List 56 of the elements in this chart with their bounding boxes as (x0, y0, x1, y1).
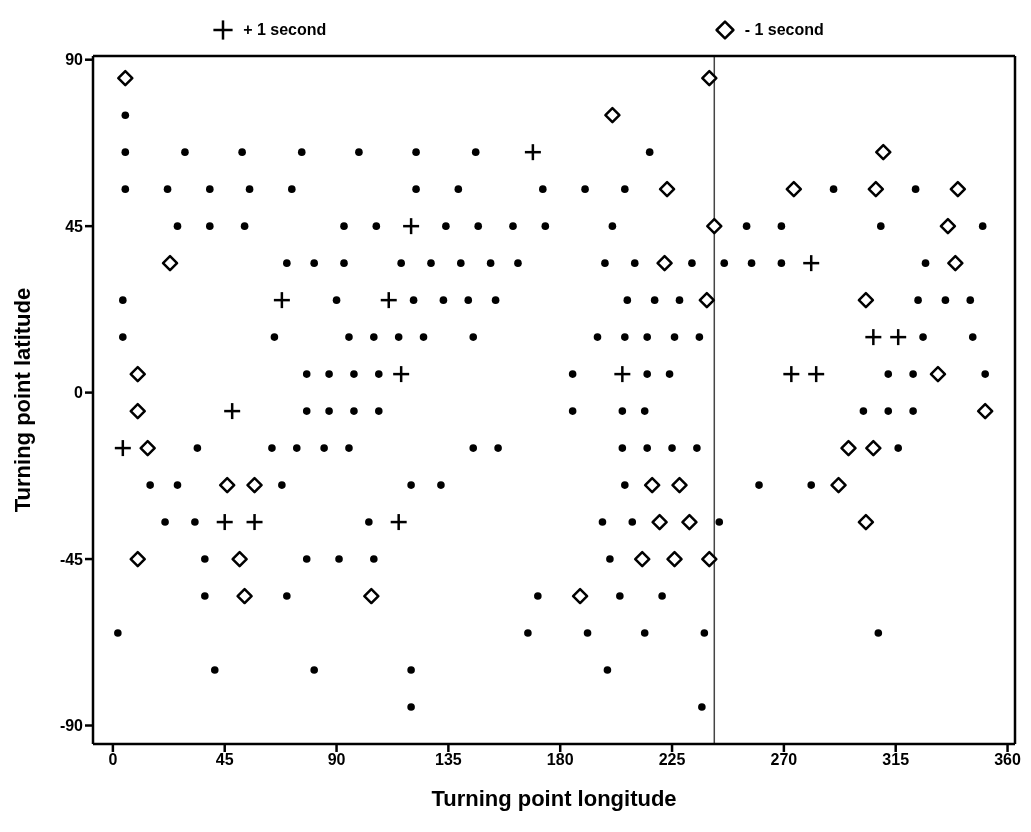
y-tick-label: -45 (59, 550, 84, 568)
point (236, 587, 253, 605)
point (658, 180, 676, 198)
point (701, 69, 718, 87)
point (651, 513, 668, 531)
point (363, 587, 380, 605)
point (698, 291, 716, 309)
point (571, 587, 589, 605)
point (976, 402, 994, 420)
x-tick-label: 135 (435, 751, 462, 769)
x-tick-label: 90 (327, 751, 346, 769)
point (830, 476, 847, 494)
point (857, 291, 875, 309)
point (246, 476, 263, 494)
point (656, 254, 673, 272)
point (633, 550, 651, 568)
point (161, 254, 179, 272)
y-axis-title: Turning point latitude (9, 287, 35, 513)
point (875, 143, 892, 161)
x-axis-title: Turning point longitude (431, 786, 677, 811)
point (139, 439, 156, 457)
x-tick-label: 0 (108, 751, 118, 769)
legend-label: - 1 second (744, 21, 824, 39)
point (949, 180, 967, 198)
point (231, 550, 248, 568)
point (706, 217, 723, 235)
point (129, 550, 146, 568)
x-tick-label: 270 (770, 751, 798, 769)
point (604, 106, 621, 124)
x-tick-label: 315 (882, 751, 910, 769)
point (666, 550, 683, 568)
x-tick-label: 180 (546, 751, 574, 769)
point (129, 365, 146, 383)
point (643, 476, 661, 494)
point (939, 217, 957, 235)
point (671, 476, 688, 494)
point (785, 180, 803, 198)
x-tick-label: 45 (215, 751, 234, 769)
y-tick-label: 45 (65, 217, 84, 235)
point (865, 439, 882, 457)
point (929, 365, 947, 383)
point (947, 254, 964, 272)
legend-label: + 1 second (243, 21, 327, 39)
point (129, 402, 146, 420)
point (681, 513, 698, 531)
y-tick-label: -90 (59, 717, 84, 735)
x-tick-label: 360 (994, 751, 1021, 769)
x-tick-label: 225 (658, 751, 686, 769)
y-tick-label: 90 (65, 51, 84, 69)
y-tick-label: 0 (74, 384, 84, 402)
point (867, 180, 885, 198)
point (857, 513, 875, 531)
point (117, 69, 134, 87)
point (218, 476, 236, 494)
point (701, 550, 718, 568)
point (840, 439, 857, 457)
